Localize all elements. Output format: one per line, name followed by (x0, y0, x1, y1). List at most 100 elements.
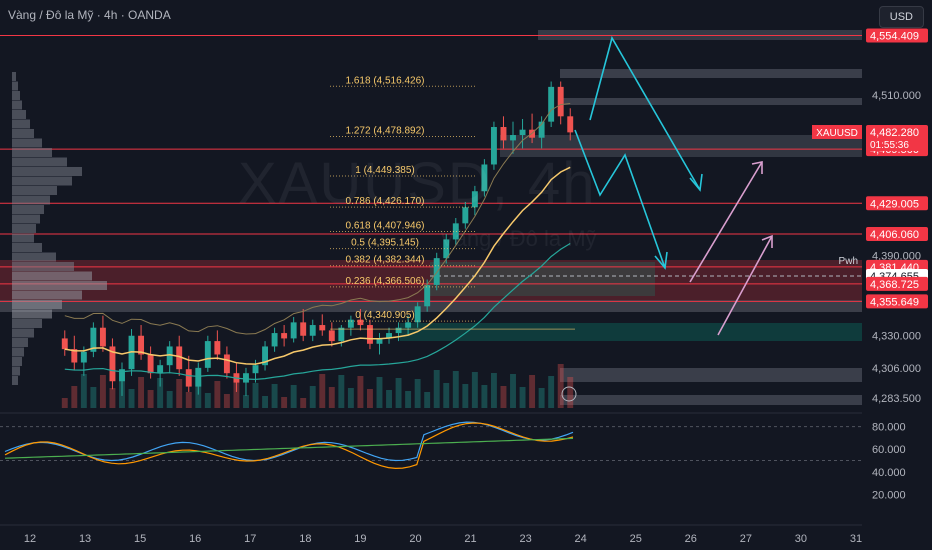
volume-bar (481, 385, 487, 408)
candle-body (329, 330, 335, 341)
volume-bar (520, 387, 526, 408)
currency-selector[interactable]: USD (879, 6, 924, 28)
volume-bar (396, 378, 402, 408)
price-level-label: 4,355.649 (870, 296, 919, 308)
x-axis-tick: 24 (575, 533, 587, 545)
candle-body (367, 325, 373, 344)
fib-level-label: 1.618 (4,516.426) (346, 75, 425, 86)
volume-bar (90, 387, 96, 408)
volume-profile-bar (12, 376, 18, 385)
volume-profile-bar (12, 110, 26, 119)
volume-bar (329, 387, 335, 408)
price-axis-tick: 4,283.500 (872, 393, 921, 405)
volume-profile-bar (12, 319, 42, 328)
fib-level-label: 0.618 (4,407.946) (346, 220, 425, 231)
rsi-axis-tick: 20.000 (872, 489, 906, 501)
volume-bar (367, 389, 373, 408)
volume-profile-bar (12, 243, 42, 252)
candle-body (396, 328, 402, 333)
candle-body (81, 352, 87, 363)
volume-bar (262, 396, 268, 408)
volume-profile-bar (12, 72, 16, 81)
candle-body (501, 127, 507, 140)
volume-bar (567, 377, 573, 408)
volume-profile-bar (12, 205, 44, 214)
rsi-axis-tick: 80.000 (872, 422, 906, 434)
rsi-signal-line (5, 423, 573, 468)
volume-bar (195, 380, 201, 408)
demand-zone (400, 323, 862, 341)
candle-body (300, 322, 306, 335)
candle-body (310, 325, 316, 336)
x-axis-tick: 21 (464, 533, 476, 545)
volume-profile-bar (12, 120, 30, 129)
volume-bar (109, 388, 115, 408)
volume-profile-bar (12, 272, 92, 281)
volume-bar (357, 376, 363, 408)
price-level-label: 4,554.409 (870, 30, 919, 42)
current-price-countdown: 01:55:36 (870, 140, 909, 151)
volume-profile-bar (12, 158, 67, 167)
volume-profile-bar (12, 215, 40, 224)
volume-profile-bar (12, 367, 20, 376)
volume-bar (138, 377, 144, 408)
volume-bar (338, 375, 344, 408)
candle-body (319, 325, 325, 330)
volume-bar (558, 364, 564, 408)
chart-title: Vàng / Đô la Mỹ · 4h · OANDA (8, 8, 171, 22)
volume-bar (491, 373, 497, 408)
rsi-ma-line (5, 438, 573, 458)
volume-bar (319, 374, 325, 408)
volume-bar (291, 385, 297, 408)
fib-level-label: 1.272 (4,478.892) (346, 126, 425, 137)
volume-profile-bar (12, 139, 42, 148)
volume-bar (453, 371, 459, 408)
volume-bar (529, 375, 535, 408)
candle-body (186, 369, 192, 386)
price-axis-tick: 4,510.000 (872, 90, 921, 102)
x-axis-tick: 13 (79, 533, 91, 545)
volume-bar (310, 386, 316, 408)
candle-body (243, 373, 249, 382)
candle-body (272, 333, 278, 346)
candle-body (424, 285, 430, 306)
volume-bar (233, 382, 239, 408)
candle-body (205, 341, 211, 368)
volume-profile-bar (12, 224, 36, 233)
candle-body (291, 322, 297, 338)
volume-profile-bar (12, 186, 57, 195)
fib-level-label: 0.5 (4,395.145) (351, 238, 419, 249)
volume-bar (415, 379, 421, 408)
price-level-label: 4,368.725 (870, 279, 919, 291)
volume-bar (424, 392, 430, 408)
volume-profile-bar (12, 196, 50, 205)
candle-body (520, 130, 526, 135)
volume-bar (443, 383, 449, 408)
volume-bar (462, 384, 468, 408)
x-axis-tick: 25 (630, 533, 642, 545)
volume-profile-bar (12, 129, 34, 138)
volume-profile-bar (12, 177, 72, 186)
volume-profile-bar (12, 300, 62, 309)
volume-bar (81, 374, 87, 408)
volume-bar (272, 384, 278, 408)
candle-body (548, 87, 554, 122)
volume-bar (186, 392, 192, 408)
candle-body (224, 354, 230, 373)
volume-bar (281, 397, 287, 408)
volume-profile-bar (12, 291, 82, 300)
watermark-name: Vàng / Đô la Mỹ (440, 226, 597, 252)
volume-bar (167, 391, 173, 408)
volume-profile-bar (12, 357, 22, 366)
volume-profile-bar (12, 310, 52, 319)
volume-bar (205, 393, 211, 408)
fib-level-label: 0.236 (4,366.506) (346, 276, 425, 287)
x-axis-tick: 31 (850, 533, 862, 545)
volume-bar (348, 388, 354, 408)
watermark-symbol: XAUUSD, 4h (238, 150, 596, 217)
volume-profile-bar (12, 234, 34, 243)
candle-body (157, 365, 163, 373)
volume-profile-bar (12, 101, 22, 110)
candle-body (558, 87, 564, 116)
